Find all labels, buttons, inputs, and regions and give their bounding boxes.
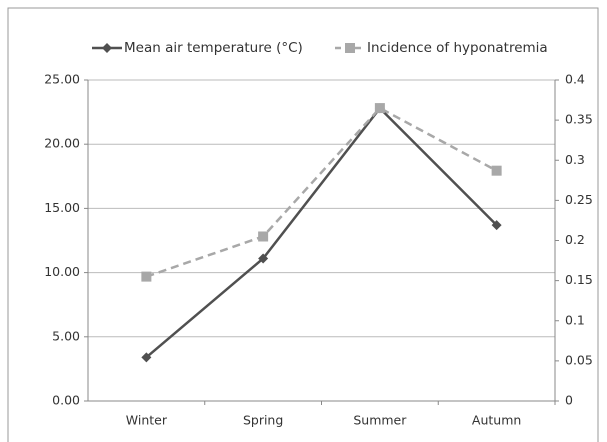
legend-marker: [102, 43, 112, 53]
y-tick-label: 10.00: [44, 264, 80, 279]
y2-tick-label: 0.3: [565, 152, 585, 167]
x-tick-label: Winter: [126, 413, 168, 428]
data-point: [141, 352, 152, 363]
legend-label: Mean air temperature (°C): [124, 40, 303, 56]
data-point: [258, 253, 269, 264]
data-point: [374, 103, 385, 114]
y2-tick-label: 0.35: [565, 112, 593, 127]
series-line: [145, 106, 498, 359]
frame: [7, 7, 599, 442]
series-line: [145, 106, 498, 278]
y-tick-label: 0.00: [52, 393, 80, 408]
x-tick-label: Summer: [353, 413, 407, 428]
data-point: [491, 165, 502, 176]
x-tick-label: Autumn: [472, 413, 521, 428]
y-tick-label: 15.00: [44, 200, 80, 215]
y2-tick-label: 0.05: [565, 352, 593, 367]
data-point: [141, 271, 152, 282]
y2-tick-label: 0: [565, 393, 573, 408]
legend-marker: [345, 43, 355, 53]
y-tick-label: 5.00: [52, 328, 80, 343]
data-point: [491, 220, 502, 231]
x-tick-label: Spring: [243, 413, 283, 428]
y2-tick-label: 0.4: [565, 72, 585, 87]
y2-tick-label: 0.2: [565, 232, 585, 247]
y-tick-label: 20.00: [44, 136, 80, 151]
y2-tick-label: 0.25: [565, 192, 593, 207]
y2-tick-label: 0.1: [565, 312, 585, 327]
data-point: [258, 231, 269, 242]
legend-label: Incidence of hyponatremia: [367, 40, 548, 56]
y2-tick-label: 0.15: [565, 272, 593, 287]
y-tick-label: 25.00: [44, 72, 80, 87]
